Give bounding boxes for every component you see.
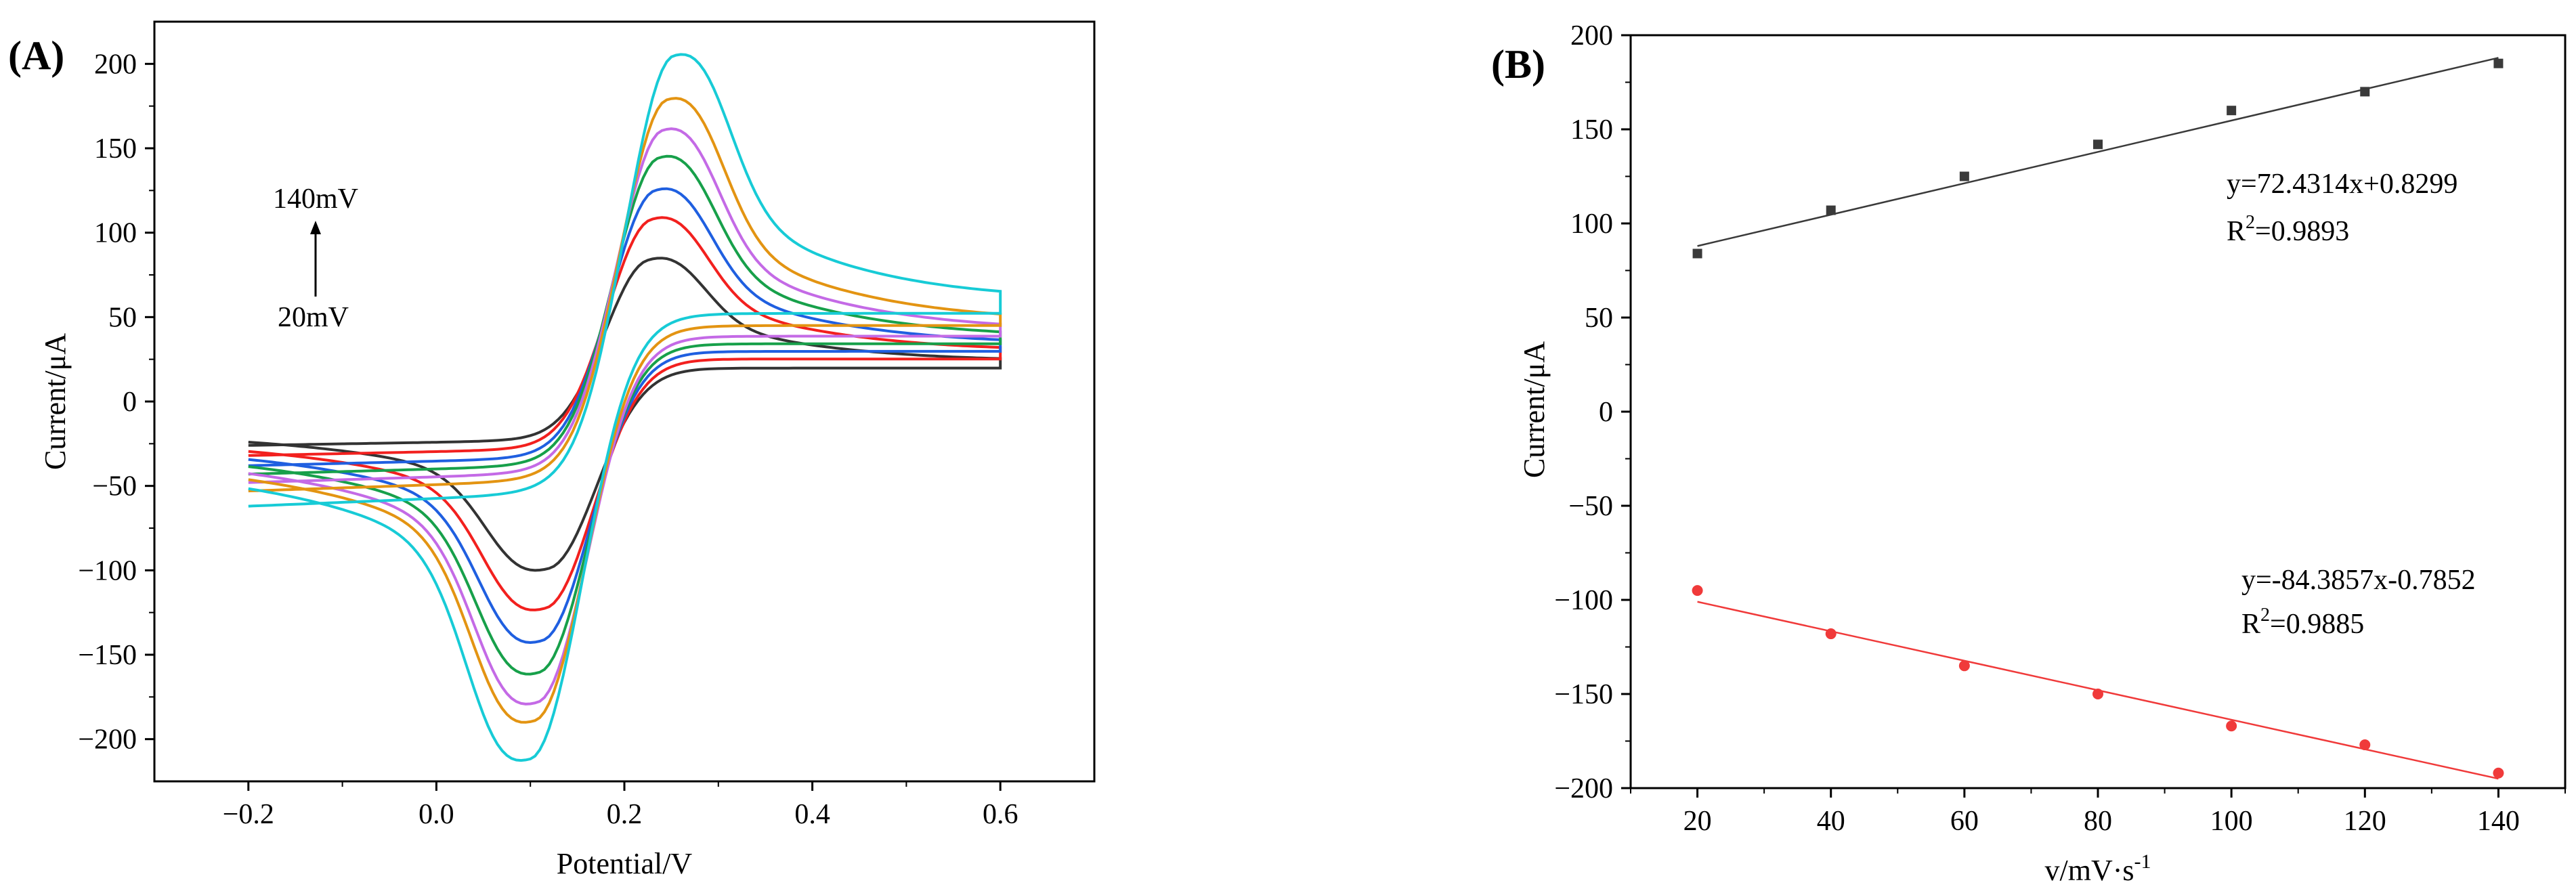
b-x-tick-label: 20	[1683, 806, 1712, 837]
a-x-tick-label: 0.4	[794, 799, 830, 830]
cv-curve-20mV	[248, 257, 1002, 572]
panel-b-series	[1692, 57, 2504, 780]
cathodic-point	[1825, 628, 1837, 640]
cathodic-r2-symbol: R	[2241, 609, 2260, 640]
panel-a: (A) −200 −150 −100 −50 0 50 100 150 200 −0.2 0.0 0…	[8, 20, 1096, 880]
anodic-fit-equation: y=72.4314x+0.8299	[2227, 169, 2457, 200]
b-x-tick-label: 80	[2084, 806, 2112, 837]
panel-a-x-axis: −0.2 0.0 0.2 0.4 0.6	[223, 781, 1018, 830]
cathodic-fit-equation: y=-84.3857x-0.7852	[2241, 565, 2476, 596]
anodic-r2-symbol: R	[2227, 216, 2246, 247]
b-y-tick-label: −200	[1554, 773, 1613, 804]
b-x-tick-label: 120	[2344, 806, 2386, 837]
a-y-tick-label: 50	[108, 302, 137, 333]
a-y-tick-label: 200	[94, 49, 137, 80]
panel-b: (B) −200 −150 −100 −50 0 50 100 150 200 20 40 60 80…	[1491, 20, 2567, 887]
anodic-fit-r2: R2=0.9893	[2227, 212, 2349, 247]
cathodic-point	[2092, 689, 2103, 699]
a-y-tick-label: 150	[94, 133, 137, 165]
panel-b-label: (B)	[1491, 42, 1545, 87]
b-y-tick-label: 100	[1570, 209, 1613, 240]
b-x-tick-label: 100	[2210, 806, 2253, 837]
panel-b-y-axis-title: Current/μA	[1518, 341, 1551, 478]
panel-a-x-axis-title: Potential/V	[557, 847, 693, 880]
anodic-point	[2227, 106, 2237, 116]
scan-rate-annotation: 140mV 20mV	[273, 183, 358, 333]
cathodic-r2-value: =0.9885	[2270, 609, 2364, 640]
b-y-tick-label: 0	[1599, 397, 1613, 428]
cv-curve-120mV	[248, 97, 1002, 724]
annotation-top-label: 140mV	[273, 183, 358, 215]
b-y-tick-label: −50	[1568, 491, 1613, 522]
a-y-tick-label: −50	[92, 471, 137, 502]
b-x-tick-label: 60	[1950, 806, 1979, 837]
cathodic-point	[1958, 660, 1970, 672]
a-y-tick-label: 100	[94, 218, 137, 249]
panel-b-y-axis: −200 −150 −100 −50 0 50 100 150 200	[1554, 20, 1631, 804]
cv-curve-100mV	[248, 127, 1002, 706]
annotation-arrow-head	[310, 221, 321, 234]
b-y-tick-label: 200	[1570, 20, 1613, 51]
cathodic-point	[2493, 767, 2504, 779]
anodic-point	[2493, 58, 2504, 68]
cv-curve-40mV	[248, 216, 1002, 611]
panel-a-curves	[248, 53, 1002, 762]
b-y-tick-label: 150	[1570, 114, 1613, 146]
b-x-tick-label: 140	[2477, 806, 2520, 837]
a-y-tick-label: −200	[78, 724, 137, 756]
panel-a-y-axis-title: Current/μA	[39, 333, 72, 470]
a-x-tick-label: −0.2	[223, 799, 274, 830]
anodic-point	[2093, 139, 2103, 150]
anodic-fit-line	[1697, 57, 2499, 247]
b-y-tick-label: −100	[1554, 585, 1613, 616]
anodic-point	[1692, 248, 1702, 259]
annotation-bottom-label: 20mV	[278, 302, 349, 333]
cv-curve-80mV	[248, 154, 1002, 676]
panel-b-x-axis-title: v/mV·s-1	[2045, 850, 2151, 887]
anodic-point	[1826, 205, 1836, 215]
cathodic-point	[2226, 720, 2237, 732]
anodic-r2-value: =0.9893	[2255, 216, 2349, 247]
a-x-tick-label: 0.6	[983, 799, 1018, 830]
b-x-tick-label: 40	[1817, 806, 1845, 837]
a-y-tick-label: −150	[78, 640, 137, 671]
panel-b-x-axis-title-main: v/mV·s	[2045, 854, 2134, 887]
anodic-point	[2360, 87, 2370, 97]
cathodic-point	[1692, 585, 1703, 597]
a-y-tick-label: −100	[78, 555, 137, 586]
b-y-tick-label: −150	[1554, 679, 1613, 710]
cv-curve-140mV	[248, 53, 1002, 762]
a-x-tick-label: 0.0	[418, 799, 454, 830]
cathodic-fit-r2: R2=0.9885	[2241, 605, 2364, 640]
panel-b-x-axis: 20 40 60 80 100 120 140	[1630, 788, 2566, 837]
a-y-tick-label: 0	[123, 387, 137, 418]
cv-curve-60mV	[248, 187, 1002, 645]
panel-a-label: (A)	[8, 33, 64, 78]
anodic-r2-sup: 2	[2246, 212, 2255, 233]
a-x-tick-label: 0.2	[607, 799, 643, 830]
b-y-tick-label: 50	[1585, 303, 1613, 334]
cathodic-point	[2359, 739, 2371, 751]
cathodic-r2-sup: 2	[2260, 605, 2270, 626]
panel-a-y-axis: −200 −150 −100 −50 0 50 100 150 200	[78, 49, 154, 756]
anodic-point	[1959, 171, 1969, 181]
panel-b-x-axis-title-sup: -1	[2134, 850, 2151, 873]
